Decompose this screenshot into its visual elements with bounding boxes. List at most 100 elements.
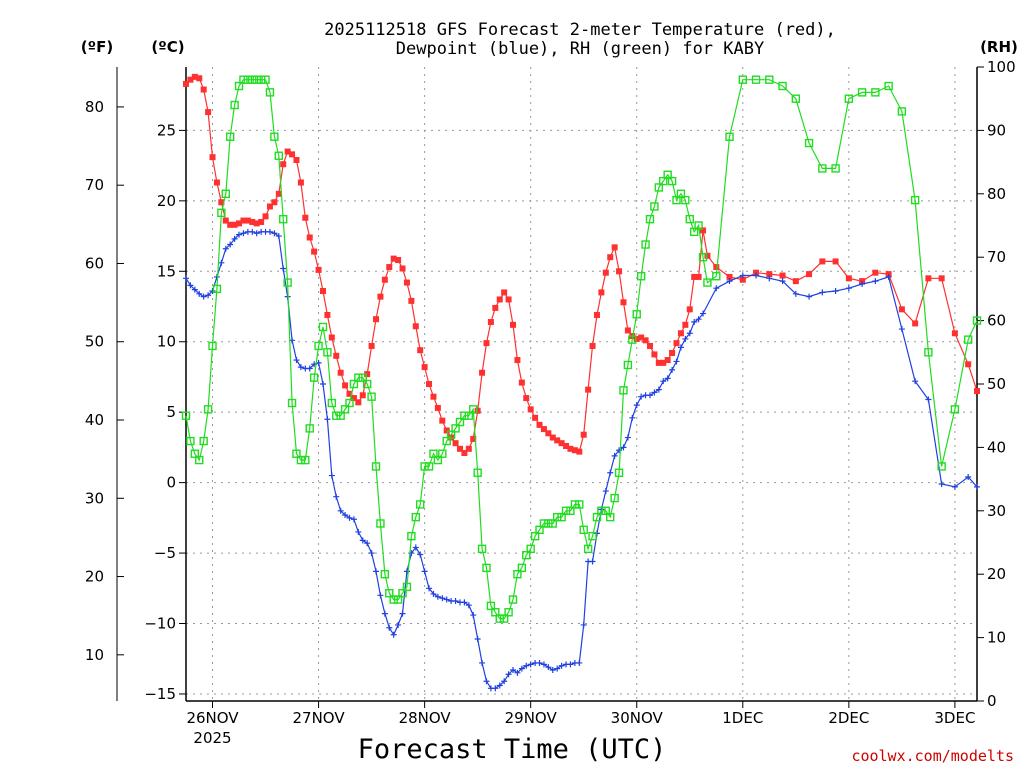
dewpoint-point [483, 678, 490, 685]
temperature-point [492, 304, 499, 311]
temperature-point [262, 213, 269, 220]
temperature-point [421, 364, 428, 371]
temperature-point [713, 264, 720, 271]
rh-point [579, 525, 588, 535]
temperature-point [514, 357, 521, 364]
dewpoint-point [938, 481, 945, 488]
rh-point [314, 341, 323, 351]
rh-point [420, 462, 429, 471]
dewpoint-point [231, 235, 238, 242]
rh-tick-label: 80 [987, 185, 1006, 203]
temperature-point [465, 445, 472, 452]
rh-point [614, 468, 624, 477]
rh-point [393, 595, 403, 604]
rh-point [972, 316, 982, 325]
rh-point [385, 589, 394, 598]
temperature-point [328, 334, 335, 341]
rh-point [464, 411, 474, 420]
temperature-point [200, 86, 207, 93]
temperature-point [974, 388, 980, 395]
rh-point [884, 81, 893, 91]
rh-point [804, 138, 814, 148]
temperature-point [739, 276, 746, 283]
temperature-point [571, 447, 578, 454]
dewpoint-point [187, 282, 194, 289]
temperature-point [700, 227, 707, 234]
dewpoint-point [549, 667, 556, 674]
rh-point [597, 506, 606, 515]
rh-point [340, 405, 350, 414]
temperature-point [580, 431, 587, 438]
x-axis-label: Forecast Time (UTC) [358, 734, 667, 765]
rh-point [239, 75, 248, 84]
rh-point [645, 214, 655, 224]
rh-point [376, 519, 385, 528]
temperature-point [633, 335, 640, 342]
rh-point [362, 379, 372, 389]
dewpoint-point [319, 381, 326, 387]
fahrenheit-tick-label: 30 [85, 489, 104, 507]
dewpoint-point [222, 245, 229, 252]
dewpoint-point [925, 396, 932, 403]
dewpoint-point [567, 661, 574, 668]
temperature-point [554, 437, 561, 444]
rh-point [685, 214, 694, 224]
rh-point [623, 360, 633, 370]
rh-point [583, 544, 593, 554]
dewpoint-point [974, 483, 980, 490]
credit-text: coolwx.com/modelts [851, 747, 1014, 765]
dewpoint-point [346, 514, 353, 521]
dewpoint-point [898, 326, 905, 333]
dewpoint-point [651, 389, 658, 396]
dewpoint-point [611, 452, 618, 459]
temperature-point [346, 390, 353, 397]
temperature-point [355, 399, 362, 406]
temperature-point [682, 321, 689, 328]
rh-point [628, 335, 637, 344]
dewpoint-point [965, 473, 972, 480]
dewpoint-point [209, 288, 216, 295]
temperature-point [673, 340, 680, 347]
rh-point [566, 506, 575, 515]
dewpoint-point [602, 488, 609, 495]
rh-point [256, 75, 266, 84]
rh-point [230, 100, 239, 110]
temperature-point [642, 337, 649, 344]
dewpoint-point [359, 537, 366, 544]
dewpoint-point [753, 272, 760, 279]
rh-point [924, 348, 933, 357]
rh-point [636, 272, 646, 281]
temperature-point [205, 109, 212, 116]
celsius-tick-label: 5 [166, 403, 176, 421]
rh-point [831, 164, 840, 173]
dewpoint-point [333, 493, 340, 500]
dewpoint-point [236, 231, 243, 238]
dewpoint-point [461, 599, 468, 606]
rh-point [411, 512, 420, 522]
axes [116, 66, 984, 708]
rh-point [212, 284, 222, 294]
rh-point [473, 468, 482, 477]
temperature-point [651, 351, 658, 358]
rh-point [544, 519, 553, 528]
rh-point [654, 183, 664, 192]
dewpoint-point [527, 661, 534, 668]
dewpoint-point [518, 665, 525, 672]
dewpoint-point [403, 568, 410, 575]
rh-point [186, 436, 195, 446]
time-tick-label: 3DEC [934, 709, 975, 727]
temperature-point [951, 330, 958, 337]
dewpoint-point [266, 228, 273, 235]
rh-point [491, 608, 500, 617]
temperature-point [872, 269, 879, 276]
rh-point [203, 405, 213, 414]
temperature-point [390, 255, 397, 262]
rh-point [606, 512, 615, 522]
temperature-point [227, 221, 234, 228]
rh-point [261, 75, 270, 84]
dewpoint-point [766, 275, 773, 282]
rh-point [667, 176, 677, 186]
temperature-point [452, 440, 459, 447]
dewpoint-point [859, 280, 866, 287]
